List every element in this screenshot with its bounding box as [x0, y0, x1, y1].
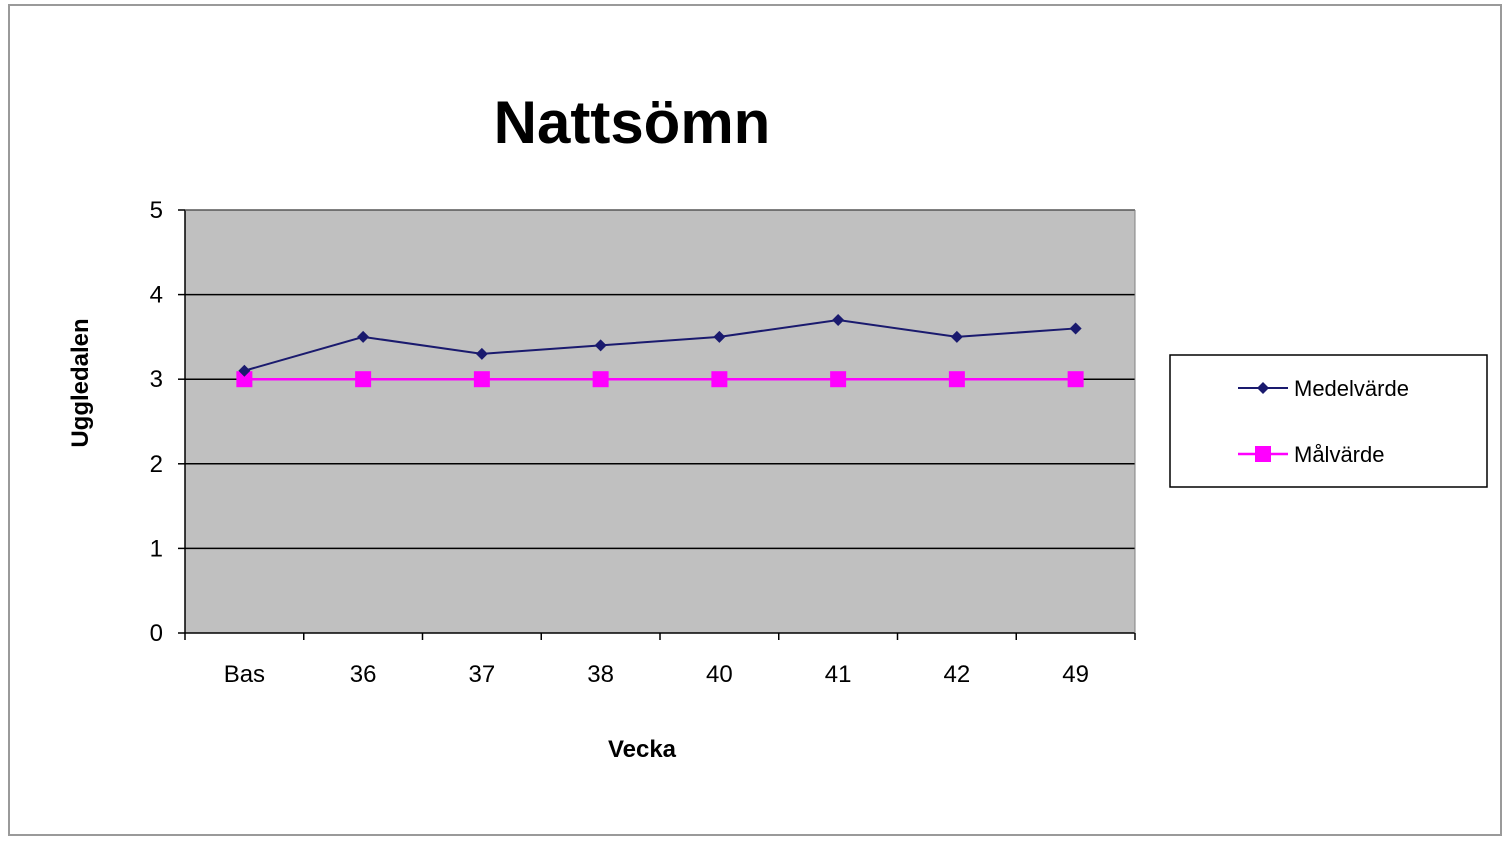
legend-marker-medelvärde — [1257, 382, 1269, 394]
point-medelvärde-38 — [594, 339, 607, 352]
legend-marker-målvärde — [1255, 446, 1271, 462]
x-tick-label-40: 40 — [706, 661, 733, 688]
chart-title: Nattsömn — [494, 89, 771, 156]
point-målvärde-Bas — [236, 371, 253, 388]
point-målvärde-38 — [592, 371, 609, 388]
series-line-medelvärde — [244, 318, 1076, 372]
legend-label-medelvärde: Medelvärde — [1294, 376, 1409, 401]
x-tick-label-38: 38 — [587, 661, 614, 688]
y-tick-label-2: 2 — [150, 451, 163, 478]
y-axis-title: Uggledalen — [67, 318, 94, 447]
series-lines — [236, 313, 1084, 388]
axes — [178, 209, 1136, 640]
y-tick-label-3: 3 — [150, 366, 163, 393]
point-medelvärde-37 — [475, 347, 488, 360]
point-målvärde-37 — [473, 371, 490, 388]
legend: Medelvärde Målvärde — [1169, 354, 1488, 488]
legend-entries: Medelvärde Målvärde — [1238, 376, 1409, 467]
point-medelvärde-36 — [357, 330, 370, 343]
y-tick-labels: 0 1 2 3 4 5 — [150, 197, 163, 647]
x-tick-label-41: 41 — [825, 661, 852, 688]
point-målvärde-49 — [1067, 371, 1084, 388]
x-tick-label-36: 36 — [350, 661, 377, 688]
point-målvärde-40 — [711, 371, 728, 388]
point-medelvärde-Bas — [238, 364, 251, 377]
plot-area — [185, 210, 1135, 633]
legend-box — [1169, 354, 1488, 488]
legend-label-målvärde: Målvärde — [1294, 442, 1384, 467]
x-tick-label-37: 37 — [469, 661, 496, 688]
point-medelvärde-40 — [713, 330, 726, 343]
point-målvärde-36 — [355, 371, 372, 388]
x-tick-label-49: 49 — [1062, 661, 1089, 688]
point-medelvärde-42 — [950, 330, 963, 343]
point-målvärde-41 — [830, 371, 847, 388]
x-axis-title: Vecka — [608, 736, 677, 763]
x-tick-label-42: 42 — [944, 661, 971, 688]
point-medelvärde-41 — [832, 313, 845, 326]
x-tick-label-Bas: Bas — [224, 661, 265, 688]
point-målvärde-42 — [948, 371, 965, 388]
y-tick-label-1: 1 — [150, 535, 163, 562]
y-tick-label-4: 4 — [150, 282, 163, 309]
x-tick-labels: Bas 36 37 38 40 41 42 49 — [224, 661, 1089, 688]
y-tick-label-0: 0 — [150, 620, 163, 647]
point-medelvärde-49 — [1069, 322, 1082, 335]
y-tick-label-5: 5 — [150, 197, 163, 224]
